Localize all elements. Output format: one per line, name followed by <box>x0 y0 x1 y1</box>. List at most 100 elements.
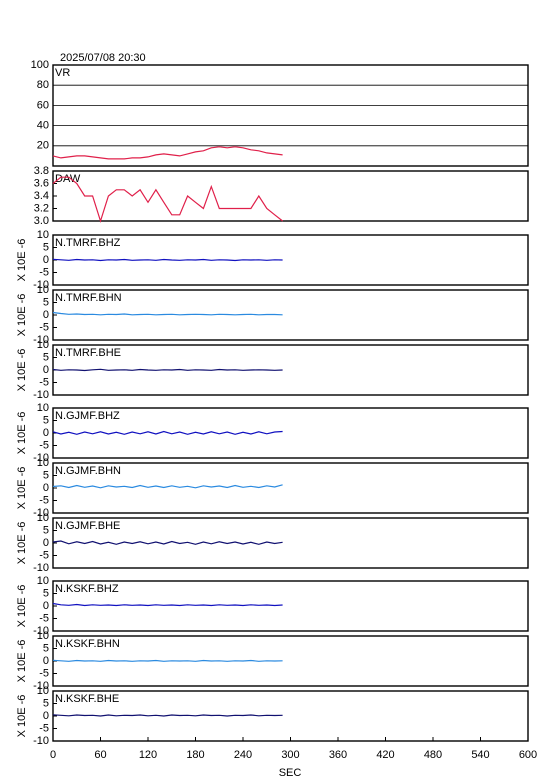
y-tick-label: -5 <box>39 376 49 388</box>
y-tick-label: 60 <box>37 99 49 111</box>
x-tick-label: 180 <box>186 749 204 761</box>
data-line <box>52 311 283 316</box>
y-tick-label: 5 <box>43 642 49 654</box>
panel-frame <box>52 64 529 167</box>
y-tick-label: -5 <box>39 494 49 506</box>
data-line <box>52 714 283 717</box>
x-tick-label: 600 <box>519 749 537 761</box>
y-tick-label: 10 <box>37 685 49 697</box>
y-tick-label: 5 <box>43 351 49 363</box>
data-line <box>52 430 283 435</box>
y-tick-label: 20 <box>37 140 49 152</box>
y-axis-label: X 10E -6 <box>16 640 28 683</box>
x-tick-label: 0 <box>50 749 56 761</box>
y-tick-label: 5 <box>43 414 49 426</box>
data-line <box>52 659 283 662</box>
x-tick-label: 60 <box>94 749 106 761</box>
y-tick-label: 0 <box>43 655 49 667</box>
y-tick-label: 3.4 <box>34 190 49 202</box>
chart-title: 2025/07/08 20:30 <box>60 52 146 64</box>
panel-label: N.KSKF.BHE <box>55 693 119 705</box>
y-tick-label: 5 <box>43 587 49 599</box>
y-tick-label: -10 <box>33 507 49 519</box>
y-tick-label: 5 <box>43 241 49 253</box>
y-tick-label: -10 <box>33 625 49 637</box>
panel-frame <box>52 580 529 632</box>
panel-label: VR <box>55 67 70 79</box>
y-tick-label: 5 <box>43 697 49 709</box>
x-tick-label: 300 <box>281 749 299 761</box>
panel-frame <box>52 234 529 286</box>
y-tick-label: 10 <box>37 457 49 469</box>
x-tick-label: 360 <box>329 749 347 761</box>
y-tick-label: 0 <box>43 482 49 494</box>
y-tick-label: 0 <box>43 710 49 722</box>
y-tick-label: 5 <box>43 469 49 481</box>
y-axis-label: X 10E -6 <box>16 412 28 455</box>
y-tick-label: 3.0 <box>34 215 49 227</box>
x-tick-label: 540 <box>471 749 489 761</box>
y-tick-label: 3.2 <box>34 202 49 214</box>
panel-label: N.TMRF.BHZ <box>55 237 121 249</box>
y-tick-label: 3.6 <box>34 177 49 189</box>
data-line <box>52 484 283 489</box>
panel-frame <box>52 289 529 341</box>
y-tick-label: 10 <box>37 284 49 296</box>
y-tick-label: -10 <box>33 680 49 692</box>
y-tick-label: -5 <box>39 667 49 679</box>
y-tick-label: -10 <box>33 452 49 464</box>
y-tick-label: 0 <box>43 427 49 439</box>
panel-frame <box>52 407 529 459</box>
y-tick-label: 5 <box>43 296 49 308</box>
y-tick-label: 10 <box>37 575 49 587</box>
data-line <box>52 368 283 372</box>
y-axis-label: X 10E -6 <box>16 294 28 337</box>
x-tick-label: 480 <box>424 749 442 761</box>
data-line <box>52 602 283 607</box>
y-tick-label: 80 <box>37 79 49 91</box>
panel-label: N.TMRF.BHN <box>55 292 122 304</box>
y-tick-label: 3.8 <box>34 165 49 177</box>
y-tick-label: 10 <box>37 512 49 524</box>
panel-label: N.TMRF.BHE <box>55 347 121 359</box>
data-line <box>52 540 283 545</box>
y-axis-label: X 10E -6 <box>16 585 28 628</box>
y-tick-label: 10 <box>37 630 49 642</box>
y-tick-label: 40 <box>37 120 49 132</box>
y-tick-label: -10 <box>33 562 49 574</box>
x-axis-label: SEC <box>279 767 302 779</box>
panel-frame <box>52 517 529 569</box>
y-tick-label: 10 <box>37 402 49 414</box>
panel-frame <box>52 635 529 687</box>
x-tick-label: 240 <box>234 749 252 761</box>
y-tick-label: 0 <box>43 600 49 612</box>
panel-label: N.KSKF.BHZ <box>55 583 119 595</box>
y-axis-label: X 10E -6 <box>16 239 28 282</box>
y-axis-label: X 10E -6 <box>16 467 28 510</box>
y-tick-label: -5 <box>39 722 49 734</box>
panel-label: N.GJMF.BHN <box>55 465 121 477</box>
y-tick-label: -10 <box>33 334 49 346</box>
data-line <box>52 176 283 223</box>
y-tick-label: 0 <box>43 254 49 266</box>
y-tick-label: 100 <box>31 59 49 71</box>
y-tick-label: 10 <box>37 229 49 241</box>
x-tick-label: 120 <box>139 749 157 761</box>
y-tick-label: -10 <box>33 389 49 401</box>
y-tick-label: -5 <box>39 266 49 278</box>
y-tick-label: -10 <box>33 279 49 291</box>
panel-frame <box>52 170 529 222</box>
panel-frame <box>52 462 529 514</box>
y-tick-label: 0 <box>43 364 49 376</box>
y-tick-label: 5 <box>43 524 49 536</box>
y-tick-label: 0 <box>43 537 49 549</box>
y-tick-label: -10 <box>33 735 49 747</box>
y-axis-label: X 10E -6 <box>16 695 28 738</box>
y-axis-label: X 10E -6 <box>16 349 28 392</box>
data-line <box>52 258 283 262</box>
panel-label: N.GJMF.BHE <box>55 520 120 532</box>
y-tick-label: 10 <box>37 339 49 351</box>
y-axis-label: X 10E -6 <box>16 522 28 565</box>
